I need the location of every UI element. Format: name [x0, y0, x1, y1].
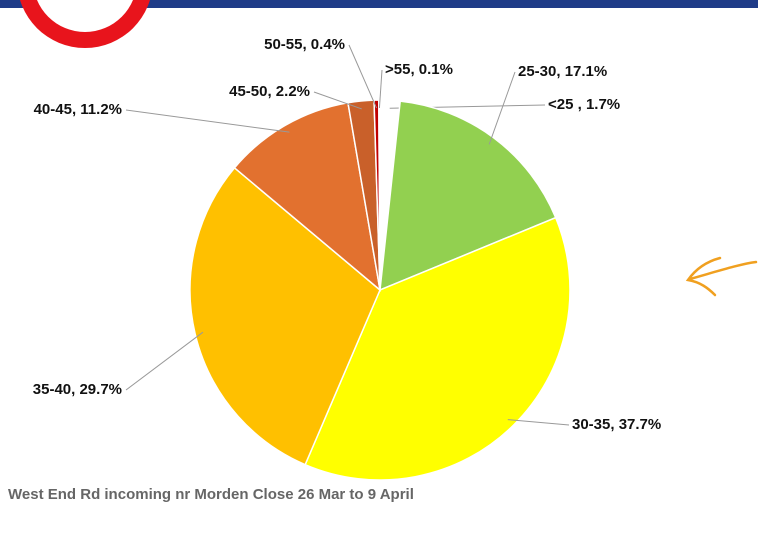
leader-line: [488, 71, 516, 145]
pie-slice: [189, 166, 381, 466]
pie-slice: [379, 100, 557, 292]
top-bar: [0, 0, 758, 8]
leader-line: [313, 91, 362, 110]
leader-line: [125, 331, 204, 391]
data-label: 25-30, 17.1%: [518, 63, 607, 80]
pie-slice: [233, 101, 382, 292]
data-label: 35-40, 29.7%: [33, 381, 122, 398]
data-label: <25 , 1.7%: [548, 96, 620, 113]
data-label: 45-50, 2.2%: [229, 83, 310, 100]
arrow: [685, 256, 758, 297]
data-label: 30-35, 37.7%: [572, 416, 661, 433]
speed-sign-inner: [37, 0, 133, 32]
leader-line: [348, 44, 378, 109]
data-label: 40-45, 11.2%: [34, 101, 122, 118]
caption: West End Rd incoming nr Morden Close 26 …: [8, 486, 414, 503]
leader-line: [507, 419, 570, 426]
pie-slice: [304, 216, 571, 481]
leader-line: [125, 109, 290, 133]
data-label: >55, 0.1%: [385, 61, 453, 78]
data-label: 50-55, 0.4%: [264, 36, 345, 53]
leader-line: [378, 69, 383, 109]
